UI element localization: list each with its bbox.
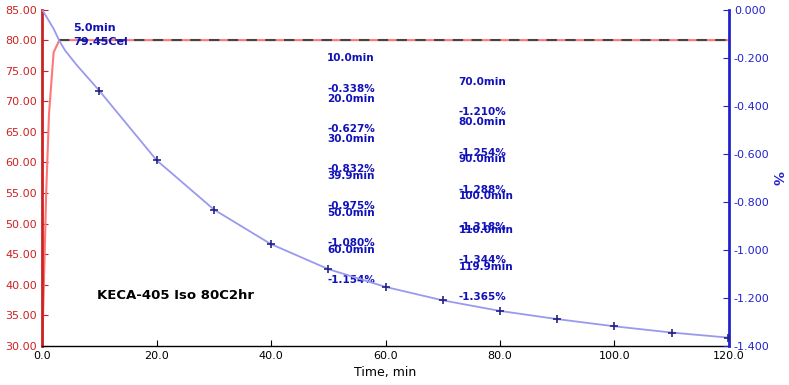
Text: 100.0min: 100.0min (458, 191, 513, 201)
Text: -0.338%: -0.338% (327, 84, 375, 94)
Text: 80.0min: 80.0min (458, 117, 506, 127)
Text: KECA-405 Iso 80C2hr: KECA-405 Iso 80C2hr (97, 289, 254, 302)
Text: 39.9min: 39.9min (327, 171, 375, 181)
Text: -0.627%: -0.627% (327, 124, 375, 134)
Text: 50.0min: 50.0min (327, 208, 375, 218)
Text: -0.832%: -0.832% (327, 164, 375, 174)
Text: -1.365%: -1.365% (458, 292, 506, 302)
Text: -1.080%: -1.080% (327, 238, 375, 248)
Text: -1.344%: -1.344% (458, 255, 507, 265)
Y-axis label: %: % (769, 171, 783, 185)
Text: -1.254%: -1.254% (458, 147, 507, 157)
Text: 79.45Cel: 79.45Cel (73, 37, 129, 47)
Text: 110.0min: 110.0min (458, 225, 513, 235)
Text: -1.318%: -1.318% (458, 221, 506, 231)
Text: -1.154%: -1.154% (327, 275, 375, 285)
Text: 60.0min: 60.0min (327, 245, 375, 255)
X-axis label: Time, min: Time, min (354, 367, 417, 380)
Text: 70.0min: 70.0min (458, 77, 506, 87)
Text: -0.975%: -0.975% (327, 201, 375, 211)
Text: 5.0min: 5.0min (73, 23, 116, 33)
Text: 10.0min: 10.0min (327, 53, 375, 63)
Text: -1.210%: -1.210% (458, 107, 506, 117)
Text: -1.288%: -1.288% (458, 184, 506, 194)
Text: 30.0min: 30.0min (327, 134, 375, 144)
Text: 119.9min: 119.9min (458, 262, 513, 272)
Text: 90.0min: 90.0min (458, 154, 506, 164)
Text: 20.0min: 20.0min (327, 94, 375, 104)
